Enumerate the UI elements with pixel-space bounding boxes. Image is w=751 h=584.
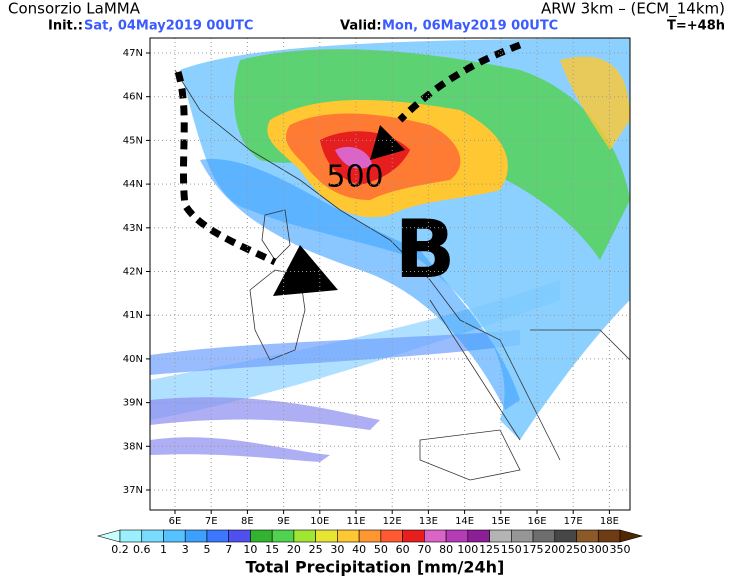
colorbar-box xyxy=(489,529,512,543)
colorbar-label: 300 xyxy=(588,543,609,556)
lat-label: 47N xyxy=(123,48,143,59)
init: Sat, 04May2019 00UTC xyxy=(84,19,253,34)
colorbar-label: 0.2 xyxy=(111,543,129,556)
lon-label: 13E xyxy=(419,516,438,527)
colorbar-label: 175 xyxy=(523,543,544,556)
colorbar-box xyxy=(250,529,273,543)
lon-label: 10E xyxy=(310,516,329,527)
valid: Mon, 06May2019 00UTC xyxy=(382,19,558,34)
colorbar-label: 250 xyxy=(566,543,587,556)
lead: T=+48h xyxy=(667,19,725,34)
lon-label: 6E xyxy=(169,516,182,527)
colorbar-label: 25 xyxy=(309,543,323,556)
colorbar-label: 1 xyxy=(160,543,167,556)
colorbar-label: 5 xyxy=(203,543,210,556)
colorbar-label: 60 xyxy=(396,543,410,556)
colorbar-box xyxy=(337,529,360,543)
colorbar-label: 30 xyxy=(330,543,344,556)
colorbar-box xyxy=(184,529,208,543)
colorbar-box xyxy=(380,529,403,543)
colorbar-box xyxy=(532,529,556,543)
colorbar-box xyxy=(511,529,534,543)
colorbar-title: Total Precipitation [mm/24h] xyxy=(246,558,505,577)
colorbar-label: 0.6 xyxy=(133,543,151,556)
lon-label: 17E xyxy=(564,516,583,527)
colorbar-box xyxy=(141,529,164,543)
colorbar-box xyxy=(424,529,447,543)
lat-label: 43N xyxy=(123,223,143,234)
map-frame xyxy=(149,37,631,511)
lon-label: 16E xyxy=(527,516,546,527)
lat-label: 45N xyxy=(123,135,143,146)
colorbar-box xyxy=(271,529,295,543)
map: 500 B xyxy=(150,38,630,510)
colorbar-box xyxy=(554,529,577,543)
colorbar-box xyxy=(402,529,425,543)
colorbar-label: 150 xyxy=(501,543,522,556)
colorbar-label: 40 xyxy=(352,543,366,556)
init-label: Init.: xyxy=(48,19,83,34)
lat-label: 41N xyxy=(123,310,143,321)
lon-label: 15E xyxy=(491,516,510,527)
lon-label: 8E xyxy=(241,516,254,527)
isobar-label: 500 xyxy=(326,160,383,195)
colorbar-box xyxy=(119,529,143,543)
model: ARW 3km – (ECM_14km) xyxy=(541,0,725,19)
colorbar-label: 350 xyxy=(610,543,631,556)
colorbar-label: 125 xyxy=(479,543,500,556)
colorbar-box xyxy=(576,529,599,543)
colorbar-label: 100 xyxy=(457,543,478,556)
lon-label: 18E xyxy=(600,516,619,527)
colorbar-label: 200 xyxy=(544,543,565,556)
colorbar: 0.2 0.6 1 3 5 7 10 15 20 25 30 40 50 60 70 80 100 125 150 1… xyxy=(96,529,644,556)
colorbar-label: 70 xyxy=(417,543,431,556)
colorbar-label: 80 xyxy=(439,543,453,556)
lat-label: 40N xyxy=(123,354,143,365)
lon-label: 9E xyxy=(277,516,290,527)
lon-label: 14E xyxy=(455,516,474,527)
colorbar-box xyxy=(358,529,382,543)
colorbar-label: 15 xyxy=(265,543,279,556)
lat-label: 44N xyxy=(123,179,143,190)
header: Consorzio LaMMA ARW 3km – (ECM_14km) Ini… xyxy=(8,0,725,34)
valid-label: Valid: xyxy=(340,19,382,34)
lon-label: 12E xyxy=(383,516,402,527)
lat-label: 39N xyxy=(123,398,143,409)
colorbar-label: 20 xyxy=(287,543,301,556)
colorbar-label: 50 xyxy=(374,543,388,556)
colorbar-box xyxy=(293,529,316,543)
lat-label: 42N xyxy=(123,267,143,278)
colorbar-label: 3 xyxy=(182,543,189,556)
colorbar-max xyxy=(619,529,644,543)
lat-label: 37N xyxy=(123,485,143,496)
colorbar-box xyxy=(467,529,490,543)
lon-label: 11E xyxy=(346,516,365,527)
colorbar-box xyxy=(597,529,621,543)
colorbar-box xyxy=(206,529,229,543)
lat-label: 46N xyxy=(123,92,143,103)
source: Consorzio LaMMA xyxy=(8,0,141,18)
colorbar-min xyxy=(96,529,121,543)
lat-label: 38N xyxy=(123,441,143,452)
colorbar-box xyxy=(163,529,186,543)
colorbar-label: 10 xyxy=(243,543,257,556)
colorbar-box xyxy=(445,529,469,543)
colorbar-box xyxy=(315,529,338,543)
low-pressure-label: B xyxy=(395,203,456,296)
colorbar-label: 7 xyxy=(225,543,232,556)
colorbar-box xyxy=(228,529,251,543)
lon-label: 7E xyxy=(205,516,218,527)
